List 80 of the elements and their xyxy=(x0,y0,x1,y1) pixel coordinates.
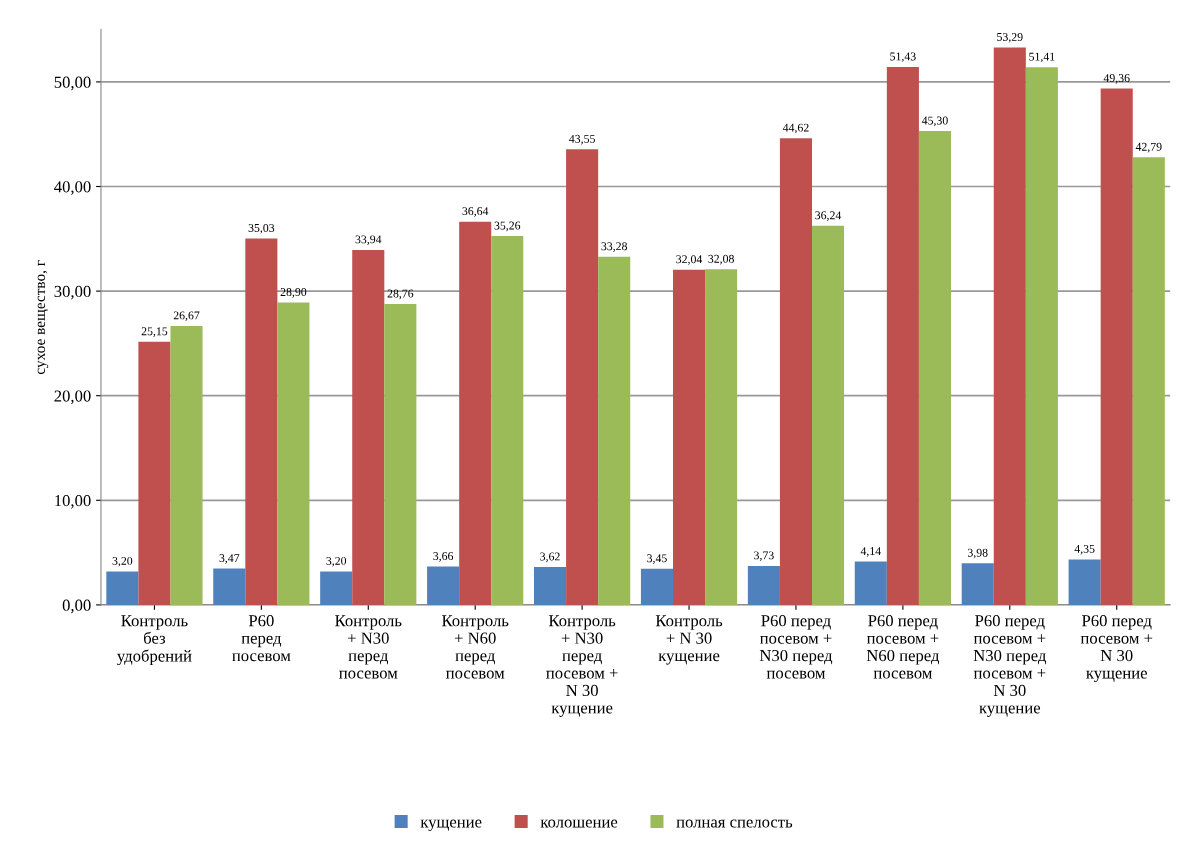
data-label: 49,36 xyxy=(1103,74,1130,84)
bar xyxy=(534,567,567,605)
bar xyxy=(961,563,994,605)
x-tick-label: Контроль + N30 перед посевом xyxy=(335,615,402,679)
bar xyxy=(352,249,385,605)
data-label: 26,67 xyxy=(173,311,200,322)
data-label: 3,45 xyxy=(647,554,667,564)
bar xyxy=(705,269,738,605)
data-label: 28,90 xyxy=(280,288,307,298)
bar xyxy=(566,149,599,605)
data-label: 25,15 xyxy=(141,327,168,337)
bar xyxy=(491,236,524,605)
y-tick-label: 10,00 xyxy=(55,494,91,509)
bar xyxy=(918,131,951,605)
data-label: 3,20 xyxy=(326,556,347,567)
y-tick-label: 30,00 xyxy=(54,285,91,300)
bar xyxy=(427,566,460,605)
data-label: 36,24 xyxy=(815,211,842,221)
y-tick-label: 20,00 xyxy=(54,390,91,405)
x-tick-label: Р60 перед посевом xyxy=(232,615,291,662)
bar xyxy=(673,269,706,605)
data-label: 3,47 xyxy=(219,554,240,564)
y-axis-title: сухое вещество, г xyxy=(37,260,49,374)
data-label: 43,55 xyxy=(569,134,595,145)
x-tick-label: Контроль + N30 перед посевом + N 30 кущение xyxy=(546,615,618,717)
x-tick-label: Контроль без удобрений xyxy=(117,615,192,666)
bar xyxy=(993,47,1026,605)
data-label: 33,94 xyxy=(355,235,382,246)
x-tick-label: Контроль + N60 перед посевом xyxy=(441,615,509,679)
data-label: 3,66 xyxy=(433,552,454,562)
bar xyxy=(1068,559,1101,605)
data-label: 3,98 xyxy=(967,548,988,559)
bar xyxy=(747,565,780,605)
bar xyxy=(170,325,203,605)
bar xyxy=(1132,157,1165,605)
bar xyxy=(1025,67,1058,605)
bar xyxy=(779,138,812,605)
data-label: 28,76 xyxy=(387,289,414,300)
bar xyxy=(277,302,310,605)
bar xyxy=(320,571,353,605)
data-label: 4,35 xyxy=(1074,544,1095,555)
data-label: 4,14 xyxy=(860,547,881,557)
bar xyxy=(245,238,278,605)
data-label: 45,30 xyxy=(921,116,948,127)
bar xyxy=(886,66,919,605)
legend-label: кущение xyxy=(420,819,482,831)
x-tick-label: Контроль + N 30 кущение xyxy=(655,615,723,665)
data-label: 44,62 xyxy=(782,123,809,134)
data-label: 3,62 xyxy=(540,552,560,563)
data-label: 42,79 xyxy=(1135,142,1162,153)
bar xyxy=(138,341,171,605)
data-label: 53,29 xyxy=(997,33,1023,43)
bar xyxy=(106,571,139,605)
data-label: 32,08 xyxy=(708,254,734,265)
data-label: 33,28 xyxy=(601,242,628,252)
x-tick-label: Р60 перед посевом + N30 перед посевом xyxy=(759,615,833,679)
bar xyxy=(812,225,845,605)
x-tick-label: Р60 перед посевом + N30 перед посевом + N 30 кущение xyxy=(973,615,1047,717)
x-tick-label: Р60 перед посевом + N60 перед посевом xyxy=(866,615,940,679)
bar xyxy=(1100,88,1133,605)
bar xyxy=(854,561,887,605)
data-label: 32,04 xyxy=(676,255,703,265)
data-label: 3,73 xyxy=(754,551,774,562)
data-label: 3,20 xyxy=(112,556,133,567)
bar xyxy=(384,304,417,605)
data-label: 35,03 xyxy=(248,223,275,234)
y-tick-label: 50,00 xyxy=(54,76,91,91)
data-label: 51,43 xyxy=(890,52,916,63)
y-tick-label: 0,00 xyxy=(62,599,91,614)
legend-label: колошение xyxy=(540,819,618,828)
bar xyxy=(640,568,673,605)
legend-label: полная спелость xyxy=(676,819,793,828)
data-label: 51,41 xyxy=(1029,52,1055,63)
bar xyxy=(598,256,631,605)
data-label: 35,26 xyxy=(494,221,521,232)
x-tick-label: Р60 перед посевом + N 30 кущение xyxy=(1080,615,1153,683)
y-tick-label: 40,00 xyxy=(54,181,91,195)
data-label: 36,64 xyxy=(462,207,489,217)
bar xyxy=(459,221,492,605)
bar xyxy=(213,568,246,605)
